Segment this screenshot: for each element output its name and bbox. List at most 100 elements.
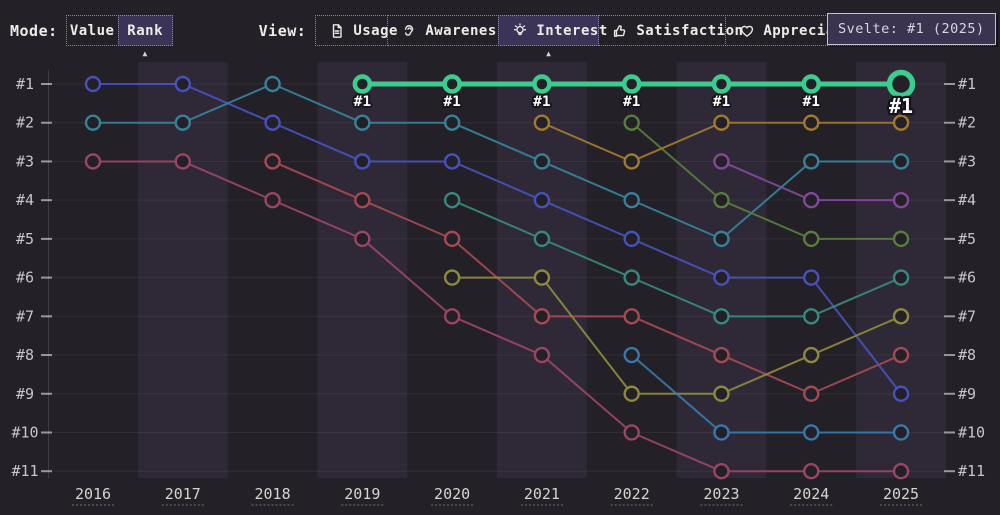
x-axis-year-label[interactable]: 2023	[703, 485, 739, 503]
x-axis-year-label[interactable]: 2025	[883, 485, 919, 503]
rank-point[interactable]	[892, 269, 910, 286]
document-icon	[333, 23, 343, 38]
view-satisfaction-button[interactable]: Satisfaction	[598, 15, 743, 46]
mode-label: Mode:	[10, 21, 58, 40]
y-axis-rank-label-left: #7	[16, 307, 34, 325]
rank-point[interactable]	[264, 114, 281, 131]
rank-point[interactable]	[84, 75, 102, 93]
rank-point[interactable]	[803, 269, 820, 286]
highlighted-rank-point[interactable]	[886, 69, 916, 99]
rank-point[interactable]	[533, 308, 551, 325]
rank-point[interactable]	[623, 191, 640, 209]
rank-point[interactable]	[713, 463, 730, 480]
rank-point[interactable]	[623, 269, 640, 286]
x-axis-year-label[interactable]: 2021	[524, 485, 560, 503]
rank-point[interactable]	[803, 153, 820, 170]
x-axis-year-label[interactable]: 2018	[254, 485, 290, 503]
rank-point[interactable]	[354, 153, 371, 170]
rank-point[interactable]	[443, 153, 461, 170]
rank-point[interactable]	[264, 75, 281, 93]
rank-point[interactable]	[354, 114, 371, 131]
rank-point[interactable]	[803, 191, 820, 209]
rank-point[interactable]	[803, 308, 820, 325]
heart-icon	[741, 25, 754, 37]
highlighted-rank-point[interactable]	[532, 74, 552, 94]
rank-point[interactable]	[892, 346, 910, 364]
rank-point[interactable]	[892, 191, 910, 209]
rank-point[interactable]	[174, 75, 191, 93]
rank-point[interactable]	[84, 153, 102, 170]
x-axis-year-label[interactable]: 2017	[165, 485, 201, 503]
rank-point[interactable]	[533, 153, 551, 170]
rank-point[interactable]	[892, 308, 910, 325]
rank-point[interactable]	[892, 153, 910, 170]
rank-point[interactable]	[443, 269, 461, 286]
y-axis-rank-label-left: #10	[11, 423, 38, 441]
rank-point[interactable]	[892, 463, 910, 480]
rank-point[interactable]	[533, 346, 551, 364]
rank-point[interactable]	[803, 385, 820, 402]
rank-point[interactable]	[713, 269, 730, 286]
rank-point[interactable]	[354, 191, 371, 209]
mode-value-button[interactable]: Value	[65, 15, 119, 46]
x-axis-year-label[interactable]: 2016	[75, 485, 111, 503]
rank-point[interactable]	[623, 424, 640, 441]
rank-point[interactable]	[533, 114, 551, 131]
rank-point[interactable]	[892, 114, 910, 131]
rank-point[interactable]	[803, 346, 820, 364]
rank-point[interactable]	[713, 308, 730, 325]
rank-point[interactable]	[533, 230, 551, 248]
rank-point[interactable]	[623, 385, 640, 402]
y-axis-rank-label-right: #11	[958, 462, 985, 480]
rank-point[interactable]	[623, 308, 640, 325]
highlighted-rank-point[interactable]	[711, 74, 732, 94]
rank-point[interactable]	[623, 114, 640, 131]
rank-point[interactable]	[354, 230, 371, 248]
rank-point[interactable]	[803, 463, 820, 480]
rank-point[interactable]	[623, 346, 640, 364]
y-axis-rank-label-left: #6	[16, 269, 34, 287]
view-awareness-button[interactable]: Awareness	[387, 15, 505, 46]
mode-rank-button[interactable]: Rank ▲	[117, 15, 173, 58]
rank-point[interactable]	[264, 153, 281, 170]
highlighted-rank-point[interactable]	[442, 74, 462, 94]
highlighted-rank-point[interactable]	[801, 74, 821, 94]
rank-point[interactable]	[443, 114, 461, 131]
rank-point[interactable]	[892, 230, 910, 248]
highlighted-rank-point[interactable]	[352, 74, 373, 94]
rank-point[interactable]	[623, 230, 640, 248]
rank-point[interactable]	[443, 230, 461, 248]
view-usage-button[interactable]: Usage	[315, 15, 397, 46]
rank-point[interactable]	[264, 191, 281, 209]
rank-point[interactable]	[443, 308, 461, 325]
y-axis-rank-label-left: #3	[16, 152, 34, 170]
rank-line	[451, 199, 902, 318]
rank-point[interactable]	[84, 114, 102, 131]
rank-point[interactable]	[174, 114, 191, 131]
rank-point[interactable]	[713, 346, 730, 364]
rank-point[interactable]	[713, 191, 730, 209]
rank-point[interactable]	[533, 191, 551, 209]
rank-point[interactable]	[803, 424, 820, 441]
rank-point[interactable]	[713, 153, 730, 170]
x-axis-year-label[interactable]: 2019	[344, 485, 380, 503]
selected-caret-icon: ▲	[546, 49, 552, 58]
rank-point[interactable]	[803, 230, 820, 248]
view-interest-button[interactable]: Interest ▲	[498, 15, 607, 58]
x-axis-year-label[interactable]: 2024	[793, 485, 829, 503]
rank-point[interactable]	[713, 385, 730, 402]
rank-point[interactable]	[533, 269, 551, 286]
y-axis-rank-label-right: #7	[958, 307, 976, 325]
x-axis-year-label[interactable]: 2022	[614, 485, 650, 503]
rank-point[interactable]	[623, 153, 640, 170]
rank-point[interactable]	[713, 230, 730, 248]
rank-point[interactable]	[443, 191, 461, 209]
rank-point[interactable]	[892, 385, 910, 402]
rank-point[interactable]	[174, 153, 191, 170]
rank-point[interactable]	[892, 424, 910, 441]
rank-point[interactable]	[713, 424, 730, 441]
x-axis-year-label[interactable]: 2020	[434, 485, 470, 503]
rank-point[interactable]	[803, 114, 820, 131]
highlighted-rank-point[interactable]	[621, 74, 642, 94]
rank-point[interactable]	[713, 114, 730, 131]
